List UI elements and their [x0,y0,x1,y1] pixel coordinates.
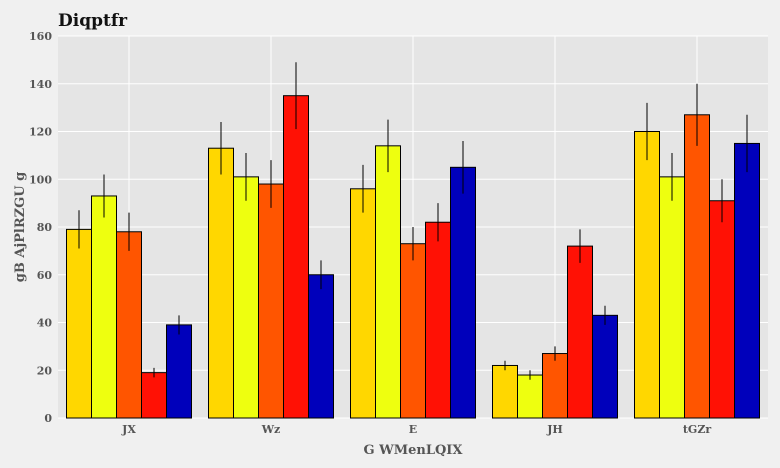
bar [659,176,685,419]
bar [116,231,142,419]
x-axis-label: G WMenLQIX [364,443,464,458]
y-tick-label: 20 [37,364,53,377]
y-tick-label: 100 [29,173,52,186]
y-tick-label: 60 [37,269,53,282]
bar [141,372,167,419]
bar [308,274,334,419]
bar [233,176,259,419]
bar [592,314,618,419]
bar [66,228,92,419]
bar [400,243,426,419]
bar [91,195,117,419]
y-axis-label: gB AjPlRZGU g [13,172,28,282]
bar [375,145,401,419]
bar [567,245,593,419]
y-tick-label: 120 [29,126,52,139]
bar [350,188,376,419]
bar [542,353,568,419]
bar [425,221,451,419]
x-tick-label: tGZr [683,423,712,436]
bar [258,183,284,419]
x-tick-label: JH [546,423,563,436]
y-tick-label: 0 [44,412,52,425]
tick-labels: 0 20 40 60 80 100 120 140 160 JX Wz E JH tGZr [29,30,711,436]
bar [283,95,309,419]
bar [450,166,476,419]
x-tick-label: Wz [261,423,281,436]
x-tick-label: E [409,423,417,436]
bars [66,95,760,419]
y-tick-label: 40 [37,317,53,330]
error-bars [78,62,748,380]
bar [492,364,518,419]
y-tick-label: 140 [29,78,52,91]
chart-title: Diqptfr [58,11,128,31]
bar [734,142,760,419]
y-tick-label: 80 [37,221,53,234]
y-tick-label: 160 [29,30,52,43]
bar [634,131,660,419]
bar [208,147,234,419]
bar [517,374,543,419]
bar [684,114,710,419]
bar [709,200,735,419]
bar [166,324,192,419]
x-tick-label: JX [121,423,136,436]
